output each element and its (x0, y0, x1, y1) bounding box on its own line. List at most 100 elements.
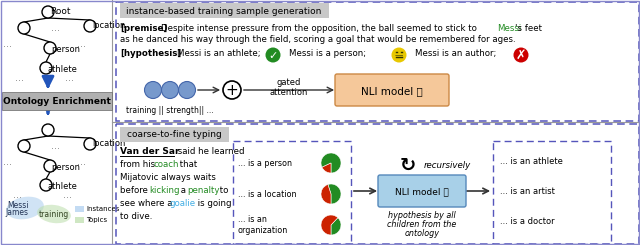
Text: Messi: Messi (497, 24, 521, 33)
Circle shape (18, 140, 30, 152)
Text: ...: ... (3, 157, 13, 167)
Text: NLI model 🧊: NLI model 🧊 (395, 187, 449, 196)
Text: athlete: athlete (47, 64, 77, 74)
Text: person: person (51, 162, 80, 171)
Circle shape (42, 6, 54, 18)
FancyBboxPatch shape (120, 126, 228, 142)
Wedge shape (321, 184, 331, 204)
Text: to: to (217, 186, 228, 195)
FancyBboxPatch shape (1, 93, 111, 110)
Text: Messi is a person;: Messi is a person; (289, 49, 366, 58)
Circle shape (40, 179, 52, 191)
Text: Despite intense pressure from the opposition, the ball seemed to stick to: Despite intense pressure from the opposi… (161, 24, 477, 33)
Text: coach: coach (153, 160, 179, 169)
Text: [premise]: [premise] (120, 24, 167, 33)
Wedge shape (328, 184, 341, 204)
Text: [hypothesis]: [hypothesis] (120, 49, 181, 58)
Text: Ontology Enrichment: Ontology Enrichment (3, 97, 111, 106)
Text: location: location (92, 138, 125, 147)
Circle shape (42, 124, 54, 136)
Circle shape (84, 20, 96, 32)
Text: ...: ... (77, 39, 86, 49)
Text: ...: ... (13, 190, 22, 200)
FancyBboxPatch shape (335, 74, 449, 106)
Text: goalie: goalie (170, 199, 196, 208)
Text: James: James (6, 208, 29, 217)
Text: ...: ... (15, 73, 24, 83)
Text: ✓: ✓ (268, 50, 278, 61)
Bar (75, 217, 84, 223)
Text: hypothesis by all: hypothesis by all (388, 211, 456, 220)
Text: ↻: ↻ (400, 156, 416, 174)
Text: Root: Root (50, 8, 70, 16)
Text: coarse-to-fine typing: coarse-to-fine typing (127, 130, 221, 138)
Text: gated: gated (277, 77, 301, 86)
Text: Messi: Messi (7, 200, 29, 209)
Text: Messi is an author;: Messi is an author; (415, 49, 497, 58)
Text: ...: ... (65, 73, 74, 83)
Text: Instances: Instances (86, 206, 120, 212)
Text: ...: ... (51, 141, 60, 151)
Text: before: before (120, 186, 150, 195)
Text: ontology: ontology (404, 229, 440, 238)
Text: penalty: penalty (187, 186, 220, 195)
Text: Messi is an athlete;: Messi is an athlete; (177, 49, 260, 58)
Text: —: — (395, 51, 403, 60)
Text: to dive.: to dive. (120, 212, 152, 221)
Text: ✗: ✗ (516, 49, 526, 62)
Circle shape (179, 82, 195, 98)
Text: from his: from his (120, 160, 158, 169)
Text: NLI model 🔥: NLI model 🔥 (361, 86, 423, 96)
Circle shape (513, 48, 529, 62)
Text: ... is a person: ... is a person (238, 159, 292, 168)
Circle shape (223, 81, 241, 99)
Text: training: training (39, 209, 69, 219)
Text: athlete: athlete (47, 182, 77, 191)
Text: attention: attention (270, 87, 308, 97)
Text: a: a (178, 186, 189, 195)
Wedge shape (321, 215, 338, 235)
Text: recursively: recursively (424, 160, 471, 170)
Ellipse shape (6, 197, 44, 219)
Circle shape (40, 62, 52, 74)
Text: Mijatovic always waits: Mijatovic always waits (120, 173, 216, 182)
Text: ...: ... (51, 23, 60, 33)
Text: kicking: kicking (149, 186, 179, 195)
Circle shape (161, 82, 179, 98)
FancyBboxPatch shape (378, 175, 466, 207)
Wedge shape (331, 218, 341, 235)
Text: +: + (226, 83, 238, 98)
Circle shape (18, 22, 30, 34)
Text: location: location (92, 21, 125, 29)
Circle shape (44, 42, 56, 54)
Text: ... is an
organization: ... is an organization (238, 215, 288, 235)
Circle shape (84, 138, 96, 150)
Ellipse shape (37, 205, 71, 223)
Text: training || strength|| ...: training || strength|| ... (126, 106, 214, 115)
Text: see where a: see where a (120, 199, 175, 208)
Text: instance-based training sample generation: instance-based training sample generatio… (126, 7, 322, 15)
Text: 's feet: 's feet (515, 24, 542, 33)
Text: ...: ... (63, 190, 72, 200)
Circle shape (145, 82, 161, 98)
Wedge shape (322, 163, 331, 173)
Text: ... is an artist: ... is an artist (500, 186, 555, 196)
FancyBboxPatch shape (120, 3, 328, 19)
Text: Van der Sar: Van der Sar (120, 147, 179, 156)
Text: as he danced his way through the field, scoring a goal that would be remembered : as he danced his way through the field, … (120, 35, 516, 44)
Text: is going: is going (195, 199, 232, 208)
Circle shape (266, 48, 280, 62)
Text: ... is a location: ... is a location (238, 189, 296, 198)
Circle shape (392, 48, 406, 62)
Text: said he learned: said he learned (175, 147, 244, 156)
Text: ...: ... (77, 157, 86, 167)
Circle shape (44, 160, 56, 172)
Text: Topics: Topics (86, 217, 107, 223)
Wedge shape (321, 153, 341, 173)
Text: that: that (177, 160, 197, 169)
Text: children from the: children from the (387, 220, 456, 229)
Text: person: person (51, 45, 80, 53)
Bar (75, 206, 84, 212)
Text: ...: ... (3, 39, 13, 49)
Text: ... is an athlete: ... is an athlete (500, 157, 563, 166)
